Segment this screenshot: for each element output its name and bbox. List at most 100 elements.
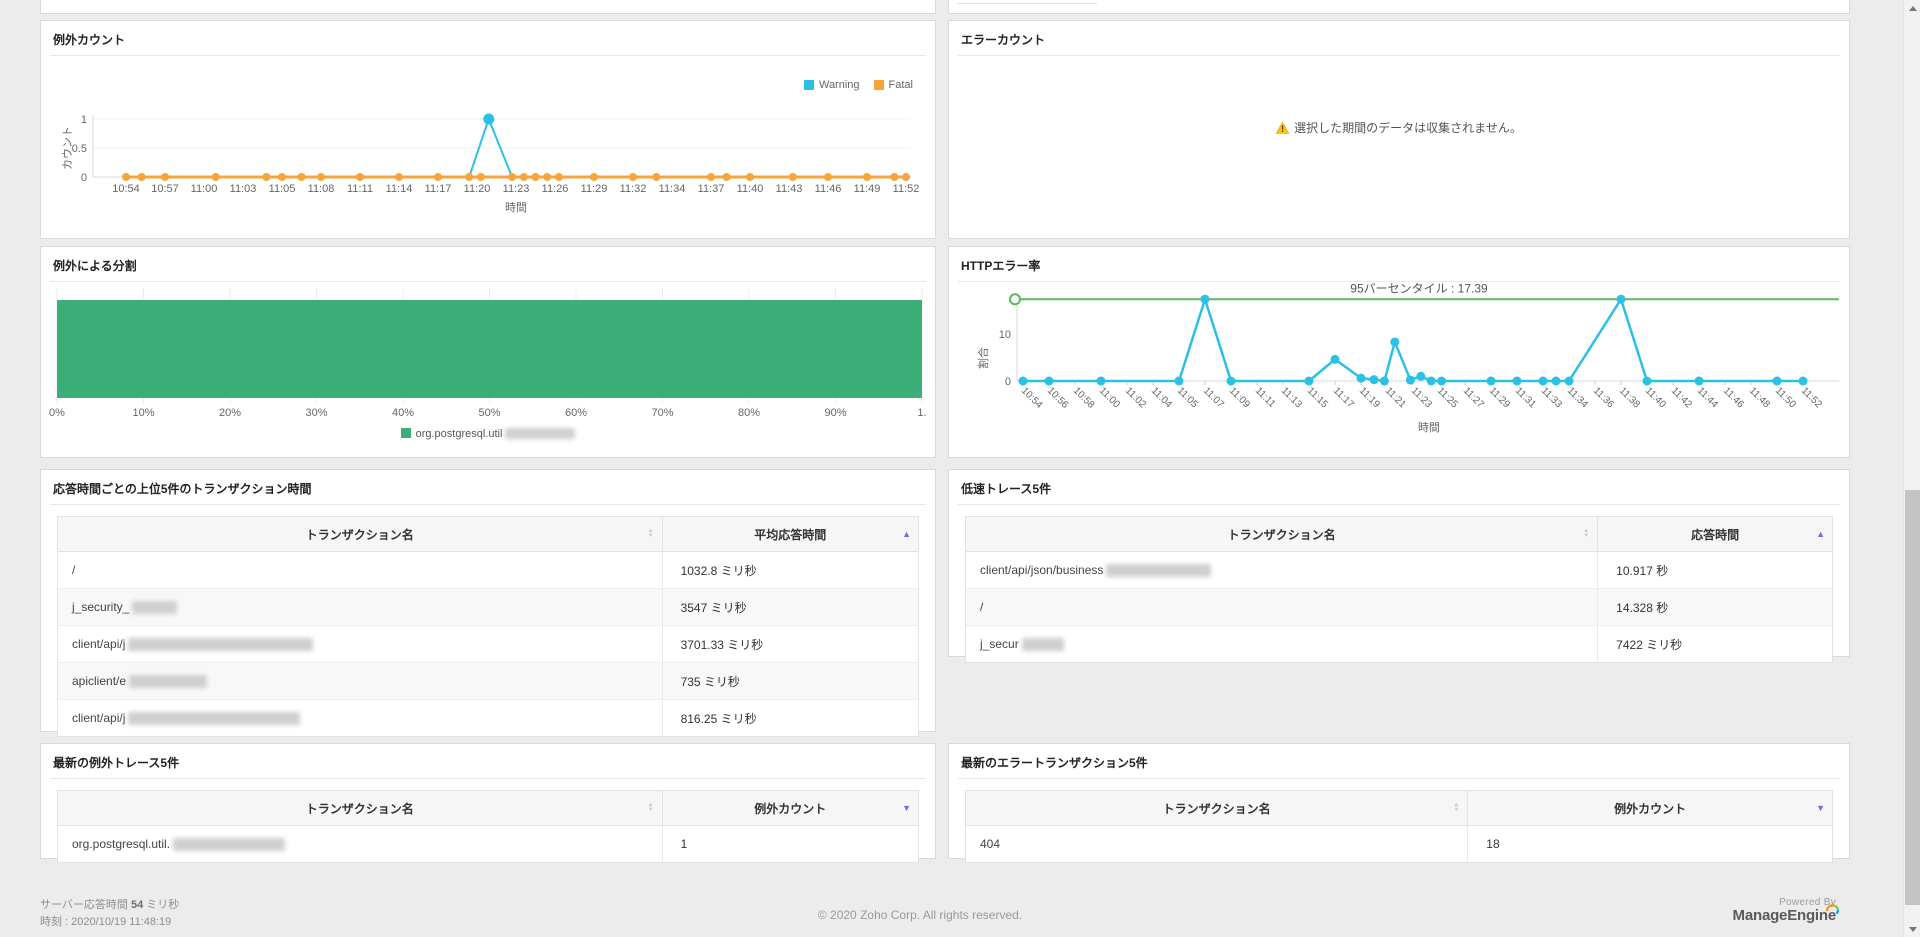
divider (958, 504, 1840, 505)
transaction-name-cell[interactable]: client/api/json/business (966, 552, 1598, 588)
split-by-exception-chart[interactable]: 0%10%20%30%40%50%60%70%80%90%1. (41, 283, 935, 428)
table-row[interactable]: client/api/j816.25 ミリ秒 (58, 700, 918, 736)
value-cell: 14.328 秒 (1598, 589, 1832, 625)
scrollbar-down-button[interactable] (1904, 921, 1920, 937)
column-header-label: 応答時間 (1691, 526, 1739, 543)
sort-icon[interactable]: ▲▼ (648, 803, 654, 813)
x-tick-label: 11:02 (1123, 385, 1148, 410)
x-tick-label: 11:27 (1461, 385, 1486, 410)
column-header-name[interactable]: トランザクション名 ▲▼ (58, 517, 663, 551)
sort-asc-icon[interactable]: ▲ (1816, 529, 1825, 539)
table-row[interactable]: 40418 (966, 826, 1832, 862)
column-header-value[interactable]: 例外カウント▼ (663, 791, 918, 825)
transaction-name-cell[interactable]: j_security_ (58, 589, 663, 625)
redacted-text (129, 675, 207, 688)
data-point (262, 173, 270, 181)
transaction-name-cell[interactable]: j_secur (966, 626, 1598, 662)
y-axis-title: 割合 (976, 347, 990, 369)
transaction-name-cell[interactable]: / (966, 589, 1598, 625)
scrollbar-thumb[interactable] (1905, 490, 1920, 905)
column-header-value[interactable]: 平均応答時間 ▲ (663, 517, 918, 551)
exception-count-chart[interactable]: 00.51カウント10:5410:5711:0011:0311:0511:081… (41, 61, 935, 238)
x-tick-label: 11:52 (1799, 385, 1824, 410)
data-point (1175, 377, 1184, 386)
column-header-label: 平均応答時間 (754, 526, 826, 543)
table-header: トランザクション名 ▲▼ 平均応答時間 ▲ (58, 517, 918, 552)
x-tick-label: 11:03 (230, 183, 257, 195)
vertical-scrollbar[interactable] (1903, 0, 1920, 937)
sort-icon[interactable]: ▲▼ (1583, 529, 1589, 539)
table-row[interactable]: client/api/j3701.33 ミリ秒 (58, 626, 918, 663)
table-row[interactable]: / 14.328 秒 (966, 589, 1832, 626)
http-error-rate-chart[interactable]: 010割合10:5410:5610:5811:0011:0211:0411:05… (949, 283, 1849, 459)
data-point (590, 173, 598, 181)
sort-asc-icon[interactable]: ▲ (902, 529, 911, 539)
data-point (278, 173, 286, 181)
legend-label: org.postgresql.util (416, 428, 503, 440)
x-tick-label: 11:00 (191, 183, 218, 195)
y-tick-label: 1 (81, 114, 87, 126)
x-tick-label: 11:52 (893, 183, 920, 195)
redacted-text (1022, 638, 1064, 651)
x-tick-label: 11:17 (425, 183, 452, 195)
table-row[interactable]: /1032.8 ミリ秒 (58, 552, 918, 589)
divider (50, 281, 926, 282)
transaction-name-cell[interactable]: apiclient/e (58, 663, 663, 699)
column-header-value[interactable]: 応答時間 ▲ (1598, 517, 1832, 551)
table-row[interactable]: j_security_3547 ミリ秒 (58, 589, 918, 626)
x-tick-label: 10% (132, 407, 154, 419)
panel-error-count: エラーカウント 選択した期間のデータは収集されません。 (948, 20, 1850, 239)
data-point (1305, 377, 1314, 386)
data-point (543, 173, 551, 181)
x-tick-label: 10:54 (1019, 385, 1045, 411)
data-point (1357, 374, 1366, 383)
table-row[interactable]: j_secur7422 ミリ秒 (966, 626, 1832, 662)
redacted-text (505, 428, 575, 439)
latest-exception-traces-table: トランザクション名▲▼例外カウント▼org.postgresql.util.1 (57, 790, 919, 863)
transaction-name: / (980, 600, 983, 614)
transaction-name-cell[interactable]: client/api/j (58, 626, 663, 662)
divider (958, 55, 1840, 56)
column-header-label: トランザクション名 (306, 526, 414, 543)
data-point (356, 173, 364, 181)
sort-desc-icon[interactable]: ▼ (902, 803, 911, 813)
x-tick-label: 10:56 (1045, 385, 1071, 411)
footer-copyright: © 2020 Zoho Corp. All rights reserved. (0, 908, 1840, 922)
transaction-name-cell[interactable]: org.postgresql.util. (58, 826, 663, 862)
transaction-name: j_security_ (72, 600, 129, 614)
transaction-name: org.postgresql.util. (72, 837, 170, 851)
chart-legend[interactable]: org.postgresql.util (41, 428, 935, 440)
x-tick-label: 80% (738, 407, 760, 419)
data-point (789, 173, 797, 181)
sort-desc-icon[interactable]: ▼ (1816, 803, 1825, 813)
column-header-name[interactable]: トランザクション名▲▼ (966, 517, 1598, 551)
transaction-name-cell[interactable]: 404 (966, 826, 1468, 862)
column-header-value[interactable]: 例外カウント▼ (1468, 791, 1832, 825)
y-tick-label: 0 (81, 172, 87, 184)
no-data-text: 選択した期間のデータは収集されません。 (1294, 121, 1522, 135)
divider (50, 778, 926, 779)
transaction-name-cell[interactable]: / (58, 552, 663, 588)
value-cell: 735 ミリ秒 (663, 663, 918, 699)
x-tick-label: 11:23 (503, 183, 530, 195)
data-point (1427, 377, 1436, 386)
sort-icon[interactable]: ▲▼ (1453, 803, 1459, 813)
table-row[interactable]: client/api/json/business10.917 秒 (966, 552, 1832, 589)
table-row[interactable]: org.postgresql.util.1 (58, 826, 918, 862)
column-header-name[interactable]: トランザクション名▲▼ (966, 791, 1468, 825)
x-tick-label: 11:40 (737, 183, 764, 195)
x-tick-label: 11:23 (1409, 385, 1434, 410)
table-row[interactable]: apiclient/e735 ミリ秒 (58, 663, 918, 700)
x-tick-label: 11:49 (854, 183, 881, 195)
panel-title: 低速トレース5件 (949, 470, 1849, 504)
panel-cutoff-right (948, 0, 1850, 14)
column-header-name[interactable]: トランザクション名▲▼ (58, 791, 663, 825)
scrollbar-up-button[interactable] (1904, 0, 1920, 16)
transaction-name-cell[interactable]: client/api/j (58, 700, 663, 736)
sort-icon[interactable]: ▲▼ (648, 529, 654, 539)
data-point (1370, 375, 1379, 384)
x-tick-label: 11:43 (776, 183, 803, 195)
footer-branding[interactable]: Powered By ManageEngine (1733, 896, 1836, 922)
y-axis-title: カウント (61, 126, 74, 170)
data-point (1201, 295, 1210, 304)
